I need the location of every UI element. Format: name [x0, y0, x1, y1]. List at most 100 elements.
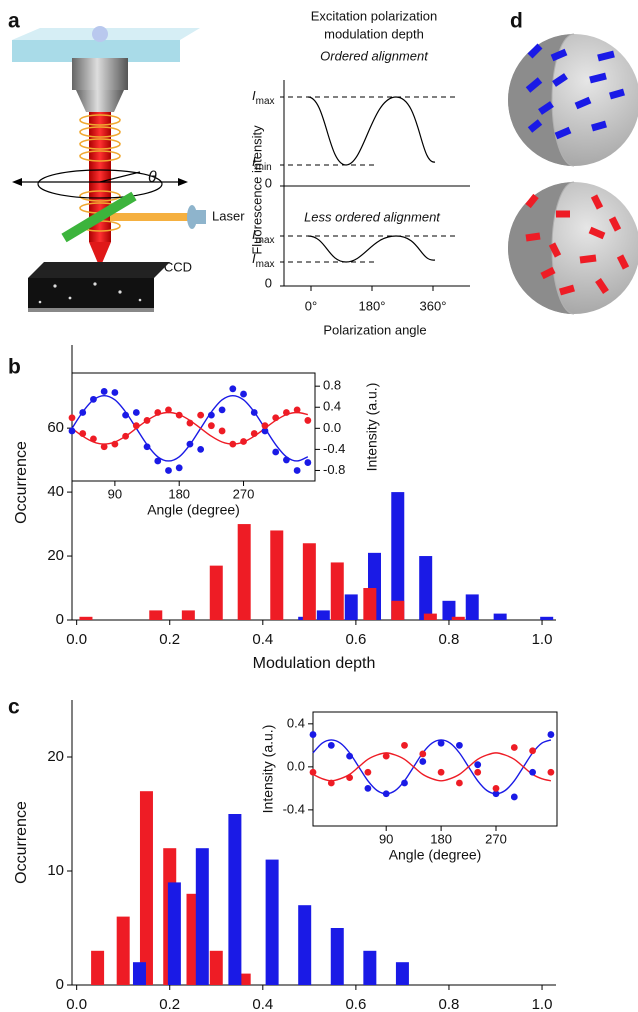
data-point — [401, 779, 408, 787]
bar — [209, 950, 223, 985]
bar — [209, 565, 223, 620]
data-point — [283, 456, 290, 464]
camera-spots — [38, 282, 142, 304]
level-label: Imax — [252, 88, 275, 106]
bar — [451, 616, 465, 620]
data-point — [327, 741, 335, 749]
x-tick-label: 0.4 — [252, 631, 273, 648]
data-point — [272, 448, 280, 456]
fit-curve — [312, 752, 552, 782]
data-point — [207, 411, 215, 419]
x-tick-label: 180 — [430, 831, 452, 846]
panel-label: b — [8, 356, 21, 379]
case-label: Less ordered alignment — [304, 209, 441, 224]
schematic-ticks — [280, 96, 434, 291]
symbol: I — [252, 251, 256, 266]
data-point — [261, 422, 269, 430]
data-point — [154, 409, 162, 416]
laser-source — [196, 210, 206, 224]
camera — [28, 278, 154, 308]
zero-label: 0 — [265, 275, 272, 290]
dichroic-mirror — [61, 191, 137, 243]
data-point — [79, 409, 87, 416]
bar — [442, 600, 456, 620]
rotation-ellipse — [37, 169, 163, 199]
data-point — [437, 768, 445, 776]
data-point — [240, 390, 247, 398]
data-point — [229, 385, 237, 393]
y-tick-label: 40 — [47, 483, 64, 500]
slide — [12, 40, 180, 62]
level-label: Imax — [252, 251, 275, 269]
data-point — [100, 443, 108, 451]
bar — [139, 791, 153, 985]
data-point — [456, 741, 463, 749]
x-tick-label: 0.6 — [345, 631, 366, 648]
data-point — [346, 752, 353, 760]
x-tick-label: 0.2 — [159, 996, 180, 1012]
zero-label: 0 — [265, 175, 272, 190]
y-tick-label: 0 — [56, 611, 64, 628]
data-point — [143, 443, 151, 451]
x-tick-label: 90 — [108, 486, 122, 501]
bar — [391, 492, 405, 620]
y-axis-label: Occurrence — [13, 801, 30, 884]
y-tick-label: -0.4 — [323, 441, 345, 456]
laser-label: Laser — [212, 208, 245, 223]
data-point — [304, 417, 312, 424]
bar — [363, 950, 377, 985]
data-point — [547, 768, 555, 776]
y-tick-label: 0.0 — [287, 758, 305, 773]
data-point — [143, 417, 151, 424]
x-tick-label: 270 — [485, 831, 507, 846]
data-point — [309, 731, 317, 738]
bar — [298, 905, 312, 985]
y-tick-label: 20 — [47, 547, 64, 564]
schematic-title: modulation depth — [324, 26, 424, 41]
x-tick-label: 1.0 — [532, 996, 553, 1012]
data-point — [154, 457, 162, 465]
bar — [419, 556, 433, 620]
bar — [540, 616, 554, 620]
bar — [316, 610, 330, 620]
data-point — [207, 422, 215, 430]
symbol: I — [252, 227, 256, 242]
bar — [344, 594, 358, 620]
y-tick-label: 60 — [47, 419, 64, 436]
y-axis-label: Fluorescence intensity — [249, 125, 264, 255]
data-point — [197, 445, 205, 453]
data-point — [111, 440, 119, 448]
x-axis-label: Modulation depth — [253, 655, 376, 672]
bar — [270, 530, 284, 620]
data-point — [186, 440, 194, 448]
x-tick-label: 270 — [233, 486, 255, 501]
data-point — [346, 774, 353, 782]
subscript: min — [256, 162, 272, 173]
case-label: Ordered alignment — [320, 48, 429, 63]
data-point — [132, 422, 140, 430]
data-point — [68, 427, 76, 435]
x-tick-label: 0.6 — [345, 996, 366, 1012]
objective-tip — [76, 90, 124, 112]
data-point — [272, 414, 280, 422]
bar — [265, 859, 279, 985]
level-label: Imin — [252, 154, 272, 172]
data-point — [293, 467, 301, 474]
data-point — [304, 459, 312, 466]
data-point — [197, 411, 205, 419]
excitation-beam — [110, 213, 190, 221]
data-point — [419, 758, 427, 765]
bar — [181, 610, 195, 620]
x-axis-label: Angle (degree) — [389, 847, 482, 863]
x-tick-label: 0.2 — [159, 631, 180, 648]
y-axis-label: Intensity (a.u.) — [364, 383, 380, 472]
angle-tick-label: 180° — [359, 298, 386, 313]
data-point — [132, 409, 140, 416]
data-point — [456, 779, 463, 787]
data-point — [364, 784, 372, 792]
data-point — [218, 406, 226, 414]
data-point — [175, 411, 183, 419]
y-tick-label: 10 — [47, 862, 64, 879]
